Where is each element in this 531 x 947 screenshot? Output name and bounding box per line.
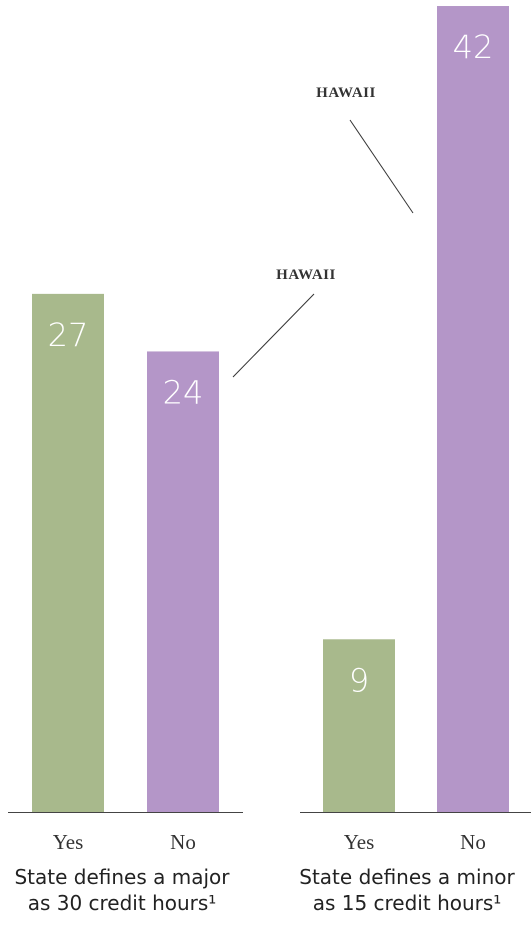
x-tick-label: No	[460, 830, 486, 854]
group-title: State defines a major as 30 credit hours…	[14, 865, 230, 915]
value-label: 9	[349, 661, 369, 699]
annotation-leader	[349, 119, 414, 214]
bar	[323, 639, 395, 812]
bar	[147, 351, 219, 812]
value-label: 27	[48, 316, 89, 354]
annotation: HAWAII	[276, 267, 336, 283]
bar	[437, 6, 509, 812]
bar	[32, 293, 104, 812]
x-tick-label: Yes	[53, 830, 84, 854]
group-title: State defines a minor as 15 credit hours…	[299, 865, 515, 915]
annotation: HAWAII	[316, 85, 376, 101]
x-tick-label: No	[170, 830, 196, 854]
annotation-leader	[232, 293, 315, 378]
x-tick-label: Yes	[344, 830, 375, 854]
value-label: 24	[163, 373, 204, 411]
value-label: 42	[453, 28, 494, 66]
